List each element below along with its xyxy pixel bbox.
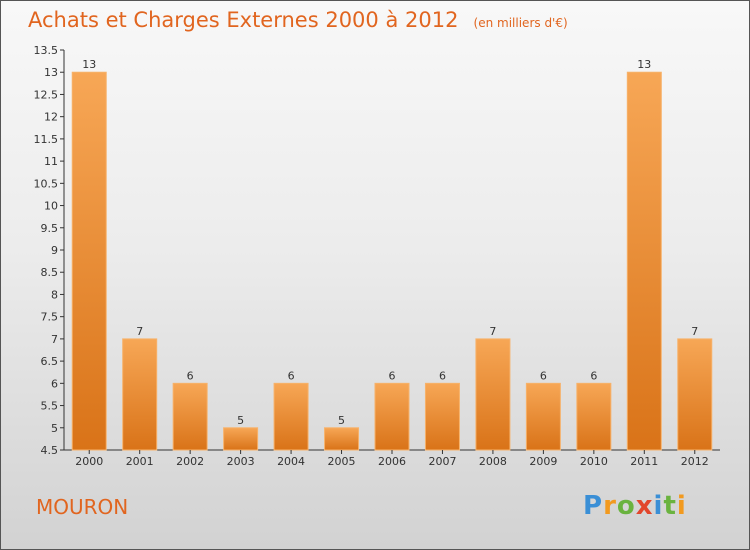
bar	[122, 338, 158, 451]
logo-letter: o	[616, 491, 636, 521]
y-tick-label: 8.5	[41, 266, 59, 279]
x-tick-label: 2006	[378, 455, 406, 468]
y-tick-label: 6.5	[41, 355, 59, 368]
x-tick-label: 2003	[227, 455, 255, 468]
y-tick-label: 5	[51, 422, 58, 435]
x-tick-label: 2004	[277, 455, 305, 468]
x-tick-label: 2008	[479, 455, 507, 468]
x-tick-label: 2011	[630, 455, 658, 468]
bar	[324, 427, 360, 451]
y-tick-label: 11	[44, 155, 58, 168]
x-tick-label: 2002	[176, 455, 204, 468]
bar	[475, 338, 511, 451]
bar-value-label: 5	[338, 414, 345, 427]
bar-value-label: 6	[187, 369, 194, 382]
logo-letter: i	[676, 491, 687, 521]
y-tick-label: 7	[51, 333, 58, 346]
logo-letter: t	[663, 491, 677, 521]
x-tick-label: 2005	[328, 455, 356, 468]
bar-value-label: 13	[82, 58, 96, 71]
bar	[576, 382, 612, 451]
bar	[525, 382, 561, 451]
bar	[677, 338, 713, 451]
bar	[273, 382, 309, 451]
y-tick-label: 10.5	[34, 177, 59, 190]
commune-name: MOURON	[36, 495, 129, 519]
bar-value-label: 7	[136, 325, 143, 338]
bar	[71, 71, 107, 451]
logo-letter: r	[603, 491, 617, 521]
y-tick-label: 8	[51, 288, 58, 301]
chart-title: Achats et Charges Externes 2000 à 2012	[28, 8, 459, 32]
y-tick-label: 7.5	[41, 311, 59, 324]
bar-value-label: 13	[637, 58, 651, 71]
y-tick-label: 4.5	[41, 444, 59, 457]
y-tick-label: 12	[44, 111, 58, 124]
bar-value-label: 6	[288, 369, 295, 382]
chart-subtitle: (en milliers d'€)	[473, 16, 568, 30]
x-tick-label: 2010	[580, 455, 608, 468]
proxiti-logo: Proxiti	[583, 491, 687, 521]
bar-value-label: 6	[389, 369, 396, 382]
bar-value-label: 6	[540, 369, 547, 382]
x-tick-label: 2009	[529, 455, 557, 468]
bar	[172, 382, 208, 451]
y-tick-label: 6	[51, 377, 58, 390]
bar	[374, 382, 410, 451]
logo-letter: i	[653, 491, 664, 521]
x-tick-label: 2001	[126, 455, 154, 468]
bar	[424, 382, 460, 451]
bar-value-label: 5	[237, 414, 244, 427]
y-tick-label: 9.5	[41, 222, 59, 235]
bar-value-label: 6	[439, 369, 446, 382]
y-tick-label: 12.5	[34, 88, 59, 101]
bar-value-label: 6	[590, 369, 597, 382]
logo-letter: P	[583, 491, 604, 521]
bar-value-label: 7	[489, 325, 496, 338]
y-tick-label: 13.5	[34, 44, 59, 57]
y-tick-label: 9	[51, 244, 58, 257]
bar-value-label: 7	[691, 325, 698, 338]
title-row: Achats et Charges Externes 2000 à 2012 (…	[28, 8, 568, 32]
x-tick-label: 2000	[75, 455, 103, 468]
logo-letter: x	[635, 491, 654, 521]
y-tick-label: 11.5	[34, 133, 59, 146]
y-tick-label: 10	[44, 200, 58, 213]
x-tick-label: 2012	[681, 455, 709, 468]
y-tick-label: 5.5	[41, 400, 59, 413]
x-tick-label: 2007	[428, 455, 456, 468]
y-tick-label: 13	[44, 66, 58, 79]
bar	[626, 71, 662, 451]
bar	[223, 427, 259, 451]
